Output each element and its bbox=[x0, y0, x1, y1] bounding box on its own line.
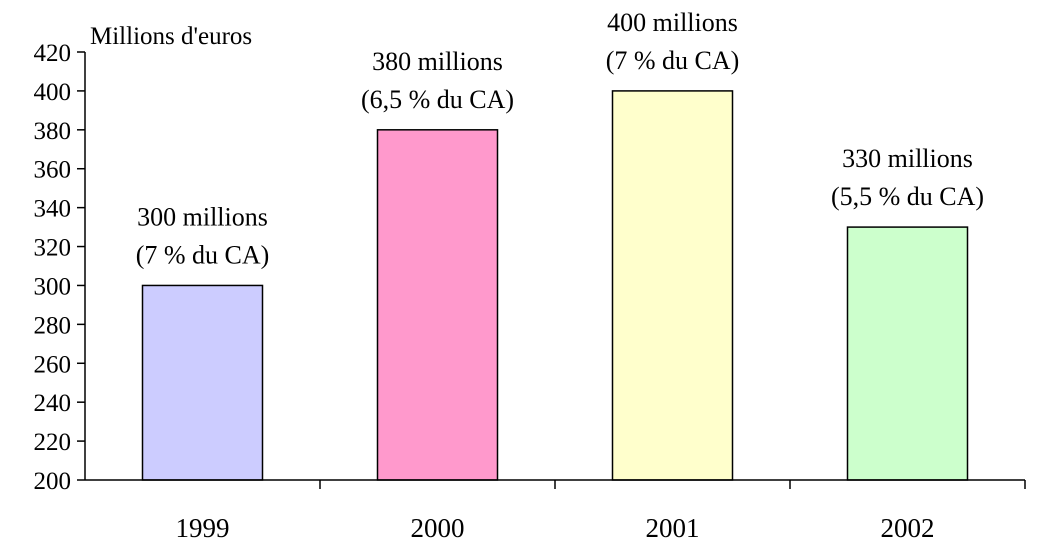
y-axis: 200 220 240 260 280 300 320 340 360 380 400 420 bbox=[34, 40, 86, 495]
y-tick-label: 360 bbox=[34, 157, 72, 184]
data-label-2000-line-2: (6,5 % du CA) bbox=[361, 85, 514, 114]
y-tick-label: 380 bbox=[34, 118, 72, 145]
bar-2001 bbox=[611, 90, 734, 481]
y-tick-label: 340 bbox=[34, 196, 72, 223]
x-tick-label: 2001 bbox=[646, 513, 700, 541]
y-axis-unit-label: Millions d'euros bbox=[90, 23, 252, 50]
y-tick-label: 240 bbox=[34, 390, 72, 417]
data-label-2002-line-1: 330 millions bbox=[842, 144, 973, 173]
x-tick-label: 2000 bbox=[411, 513, 465, 541]
data-label-2002-line-2: (5,5 % du CA) bbox=[831, 182, 984, 211]
y-tick-label: 280 bbox=[34, 312, 72, 339]
data-label-2001-line-1: 400 millions bbox=[607, 8, 738, 37]
bar-1999 bbox=[141, 284, 264, 481]
y-tick-label: 200 bbox=[34, 468, 72, 495]
y-tick-label: 320 bbox=[34, 235, 72, 262]
y-tick-label: 300 bbox=[34, 273, 72, 300]
x-tick-label: 1999 bbox=[176, 513, 230, 541]
y-tick-label: 400 bbox=[34, 79, 72, 106]
x-tick-label: 2002 bbox=[881, 513, 935, 541]
y-tick-label: 420 bbox=[34, 40, 72, 67]
x-axis: 1999 2000 2001 2002 bbox=[85, 479, 1026, 541]
data-labels-group: 300 millions (7 % du CA) 380 millions (6,5 … bbox=[136, 8, 984, 270]
bars-group bbox=[141, 90, 969, 481]
data-label-1999-line-1: 300 millions bbox=[137, 202, 268, 231]
y-tick-label: 220 bbox=[34, 429, 72, 456]
data-label-2001-line-2: (7 % du CA) bbox=[606, 46, 740, 75]
data-label-1999-line-2: (7 % du CA) bbox=[136, 240, 270, 269]
data-label-2000-line-1: 380 millions bbox=[372, 47, 503, 76]
bar-2000 bbox=[376, 129, 499, 481]
bar-2002 bbox=[846, 226, 969, 481]
y-tick-label: 260 bbox=[34, 351, 72, 378]
